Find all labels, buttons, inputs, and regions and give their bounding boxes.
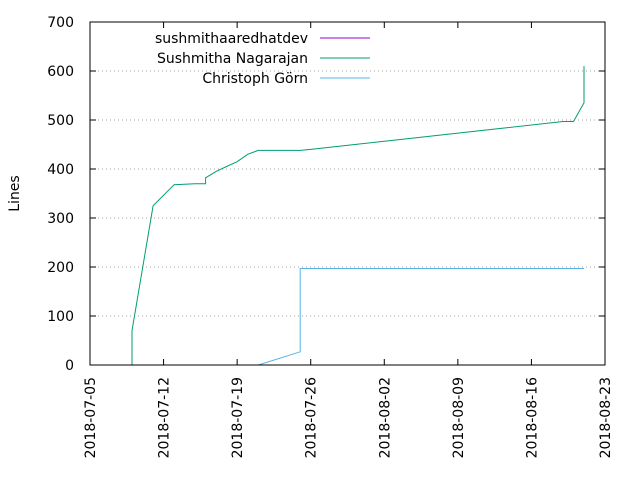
y-tick-label: 400	[47, 162, 74, 178]
plot-frame	[89, 21, 606, 366]
x-tick-label: 2018-07-05	[83, 377, 99, 458]
series-lines	[131, 66, 585, 366]
y-tick-label: 100	[47, 309, 74, 325]
y-tick-label: 0	[65, 358, 74, 374]
y-axis-title: Lines	[7, 175, 23, 211]
series-line-sushmitha-nagarajan	[131, 66, 585, 365]
x-tick-label: 2018-07-26	[304, 377, 320, 458]
legend-label: sushmithaaredhatdev	[155, 31, 308, 47]
y-tick-label: 600	[47, 64, 74, 80]
y-tick-label: 700	[47, 15, 74, 31]
x-tick-label: 2018-08-02	[377, 377, 393, 458]
grid-lines	[90, 70, 605, 317]
axis-ticks: 0 100 200 300 400 500 600 700 2018-07-05 2018-07-…	[47, 15, 614, 458]
x-tick-label: 2018-07-12	[157, 377, 173, 458]
legend-label: Sushmitha Nagarajan	[157, 51, 308, 67]
x-tick-label: 2018-08-23	[598, 377, 614, 458]
legend: sushmithaaredhatdev Sushmitha Nagarajan Ch…	[155, 31, 370, 87]
series-line-christoph-g-rn	[258, 268, 584, 366]
y-tick-label: 200	[47, 260, 74, 276]
y-tick-label: 500	[47, 113, 74, 129]
x-tick-label: 2018-08-09	[451, 377, 467, 458]
x-tick-label: 2018-07-19	[230, 377, 246, 458]
legend-label: Christoph Görn	[202, 71, 308, 87]
y-tick-label: 300	[47, 211, 74, 227]
x-tick-label: 2018-08-16	[524, 377, 540, 458]
